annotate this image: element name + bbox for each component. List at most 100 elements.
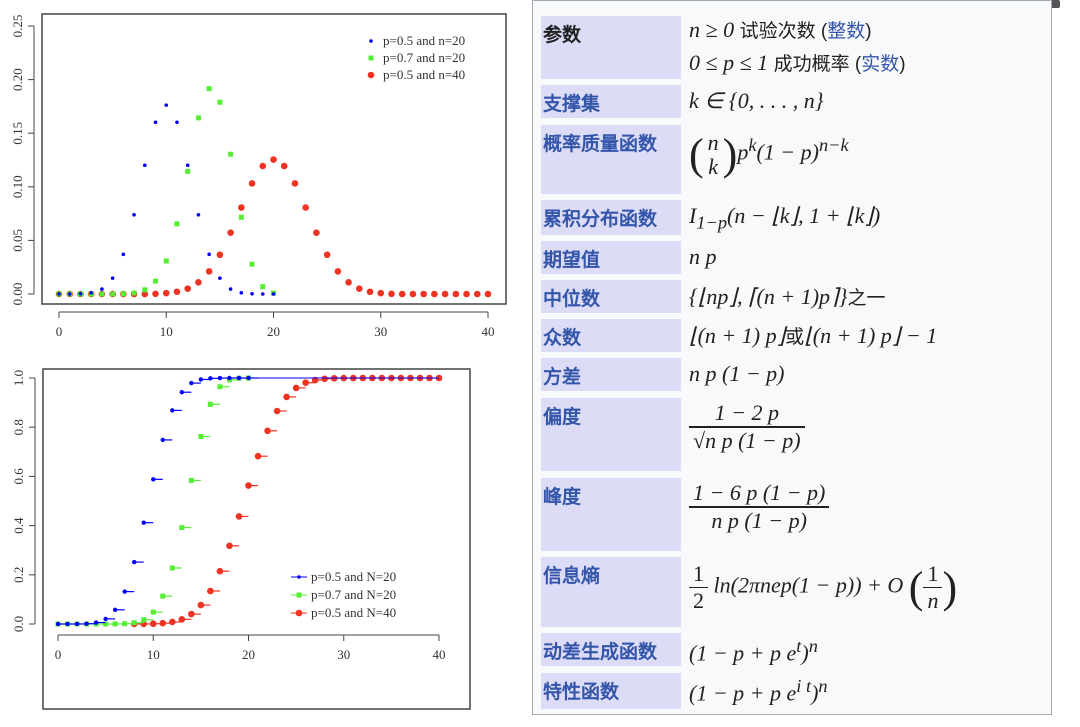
- data-point: [283, 393, 290, 401]
- x-tick-label: 0: [55, 647, 62, 662]
- data-point: [178, 615, 186, 623]
- mean-link[interactable]: 期望值: [541, 241, 681, 274]
- data-point: [264, 427, 271, 435]
- data-point: [205, 268, 213, 275]
- data-point: [143, 163, 147, 168]
- math: ): [811, 680, 819, 706]
- legend-marker: [295, 609, 303, 617]
- x-tick-label: 30: [374, 324, 387, 339]
- legend-label: p=0.5 and n=20: [383, 33, 465, 48]
- data-point: [377, 289, 385, 297]
- data-point: [103, 616, 108, 622]
- data-point: [197, 601, 205, 609]
- text: 或: [785, 327, 805, 348]
- mode-link[interactable]: 众数: [541, 319, 681, 352]
- data-point: [141, 617, 147, 623]
- data-point: [189, 380, 194, 386]
- integer-link[interactable]: 整数: [827, 21, 866, 42]
- data-point: [259, 162, 267, 170]
- skewness-link[interactable]: 偏度: [541, 398, 681, 471]
- data-point: [236, 375, 242, 381]
- math: k: [708, 153, 719, 179]
- data-point: [270, 156, 277, 163]
- math: n: [923, 587, 943, 614]
- data-point: [195, 115, 201, 121]
- data-point: [103, 621, 109, 627]
- math: 1 − 2 p: [714, 400, 779, 425]
- row-mode: 众数 ⌊(n + 1) p⌋或⌊(n + 1) p⌋ − 1: [541, 319, 1047, 352]
- x-tick-label: 10: [160, 324, 173, 339]
- mgf-link[interactable]: 动差生成函数: [541, 633, 681, 666]
- data-point: [120, 291, 126, 297]
- math: I: [689, 203, 697, 228]
- data-point: [227, 375, 232, 381]
- x-tick-label: 30: [337, 647, 350, 662]
- data-point: [254, 452, 262, 460]
- data-point: [185, 163, 190, 168]
- data-point: [84, 621, 89, 626]
- variance-link[interactable]: 方差: [541, 358, 681, 391]
- data-point: [334, 268, 342, 275]
- data-point: [132, 212, 136, 217]
- math: 1−p: [696, 212, 728, 233]
- real-number-link[interactable]: 实数: [861, 54, 900, 75]
- data-point: [216, 251, 224, 259]
- data-point: [141, 290, 149, 298]
- math: ⌊(n + 1) p⌋ − 1: [804, 323, 938, 348]
- data-point: [207, 587, 214, 595]
- y-tick-label: 0.6: [11, 468, 26, 485]
- data-point: [57, 292, 61, 296]
- row-pmf: 概率质量函数 (n k)pk(1 − p)n−k: [541, 125, 1047, 194]
- median-link[interactable]: 中位数: [541, 280, 681, 313]
- data-point: [249, 261, 255, 267]
- data-point: [89, 291, 93, 295]
- text: 之一: [847, 288, 886, 309]
- legend-label: p=0.5 and N=40: [311, 605, 396, 620]
- y-tick-label: 0.8: [11, 419, 26, 435]
- legend-marker: [368, 55, 374, 61]
- data-point: [112, 607, 118, 613]
- data-point: [74, 621, 80, 627]
- data-point: [179, 389, 185, 395]
- data-point: [226, 542, 233, 550]
- data-point: [484, 290, 492, 298]
- kurtosis-link[interactable]: 峰度: [541, 478, 681, 551]
- data-point: [246, 375, 251, 381]
- math: 2: [689, 587, 708, 614]
- data-point: [323, 251, 331, 259]
- infobox: 参数 n ≥ 0 试验次数 (整数) 0 ≤ p ≤ 1 成功概率 (实数) 支…: [532, 0, 1052, 715]
- data-point: [238, 214, 244, 220]
- cdf-link[interactable]: 累积分布函数: [541, 200, 681, 235]
- entropy-link[interactable]: 信息熵: [541, 557, 681, 627]
- row-median: 中位数 {⌊np⌋, ⌈(n + 1)p⌉}之一: [541, 280, 1047, 313]
- data-point: [280, 162, 288, 170]
- data-point: [149, 620, 157, 628]
- characteristic-function-link[interactable]: 特性函数: [541, 673, 681, 709]
- data-point: [260, 292, 265, 296]
- x-tick-label: 0: [56, 324, 63, 339]
- data-point: [142, 287, 148, 293]
- y-tick-label: 0.0: [11, 616, 26, 632]
- label: 参数: [541, 16, 681, 79]
- support-link[interactable]: 支撑集: [541, 85, 681, 118]
- data-point: [250, 291, 254, 296]
- math: n ≥ 0: [689, 17, 735, 42]
- text: ): [899, 54, 906, 75]
- math: n−k: [818, 135, 849, 156]
- expand-icon[interactable]: [1046, 0, 1060, 8]
- pmf-link[interactable]: 概率质量函数: [541, 125, 681, 194]
- math: 0 ≤ p ≤ 1: [689, 50, 769, 75]
- text: ): [865, 21, 872, 42]
- data-point: [175, 120, 179, 125]
- data-point: [463, 290, 470, 298]
- data-point: [473, 290, 481, 298]
- data-point: [366, 288, 374, 296]
- row-mgf: 动差生成函数 (1 − p + p et)n: [541, 633, 1047, 666]
- data-point: [163, 258, 169, 264]
- data-point: [150, 609, 156, 615]
- data-point: [100, 287, 104, 291]
- data-point: [248, 180, 256, 187]
- data-point: [218, 276, 222, 280]
- row-kurtosis: 峰度 1 − 6 p (1 − p) n p (1 − p): [541, 478, 1047, 551]
